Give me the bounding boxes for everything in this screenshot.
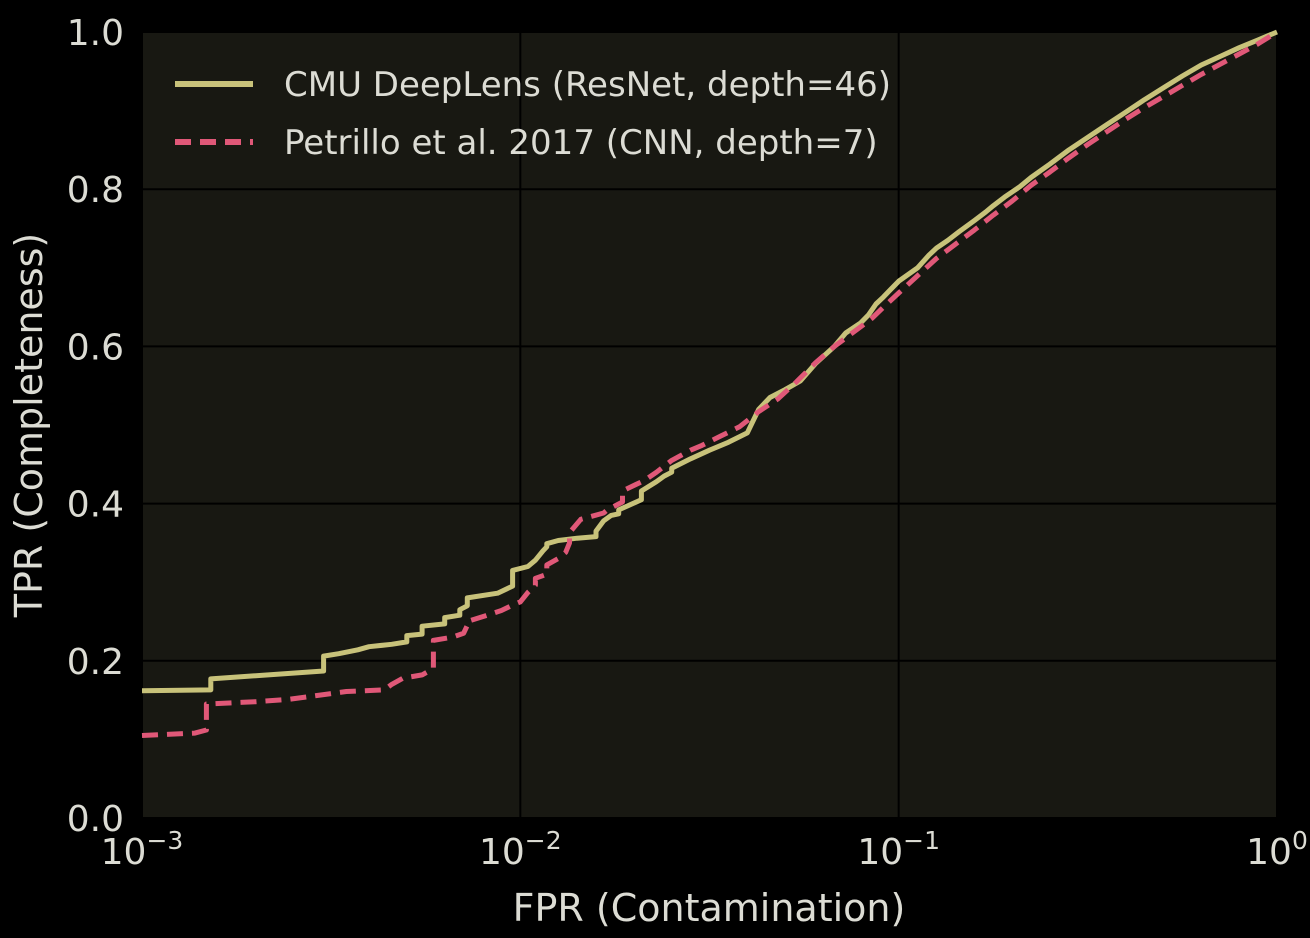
- y-tick-label: 0.6: [67, 327, 124, 368]
- y-axis-title: TPR (Completeness): [7, 233, 51, 618]
- legend-label-deeplens: CMU DeepLens (ResNet, depth=46): [284, 65, 891, 105]
- y-tick-label: 0.0: [67, 799, 124, 840]
- y-tick-label: 0.2: [67, 642, 124, 683]
- x-tick-label: 100: [1246, 826, 1308, 873]
- series-layer: [141, 29, 1279, 738]
- y-tick-labels: 0.0 0.2 0.4 0.6 0.8 1.0: [67, 13, 124, 840]
- y-tick-label: 1.0: [67, 13, 124, 54]
- plot-area: [142, 32, 1277, 818]
- grid-lines: [141, 31, 1278, 819]
- x-tick-label: 10−3: [101, 826, 184, 873]
- x-tick-label: 10−2: [479, 826, 562, 873]
- legend: CMU DeepLens (ResNet, depth=46) Petrillo…: [175, 65, 891, 163]
- y-tick-label: 0.8: [67, 170, 124, 211]
- legend-label-petrillo: Petrillo et al. 2017 (CNN, depth=7): [284, 123, 878, 163]
- x-tick-label: 10−1: [857, 826, 940, 873]
- x-tick-labels: 10−3 10−2 10−1 100: [101, 826, 1308, 873]
- series-line-deeplens: [141, 29, 1278, 694]
- x-axis-title: FPR (Contamination): [513, 886, 906, 930]
- y-tick-label: 0.4: [67, 485, 124, 526]
- series-line-petrillo: [141, 29, 1279, 738]
